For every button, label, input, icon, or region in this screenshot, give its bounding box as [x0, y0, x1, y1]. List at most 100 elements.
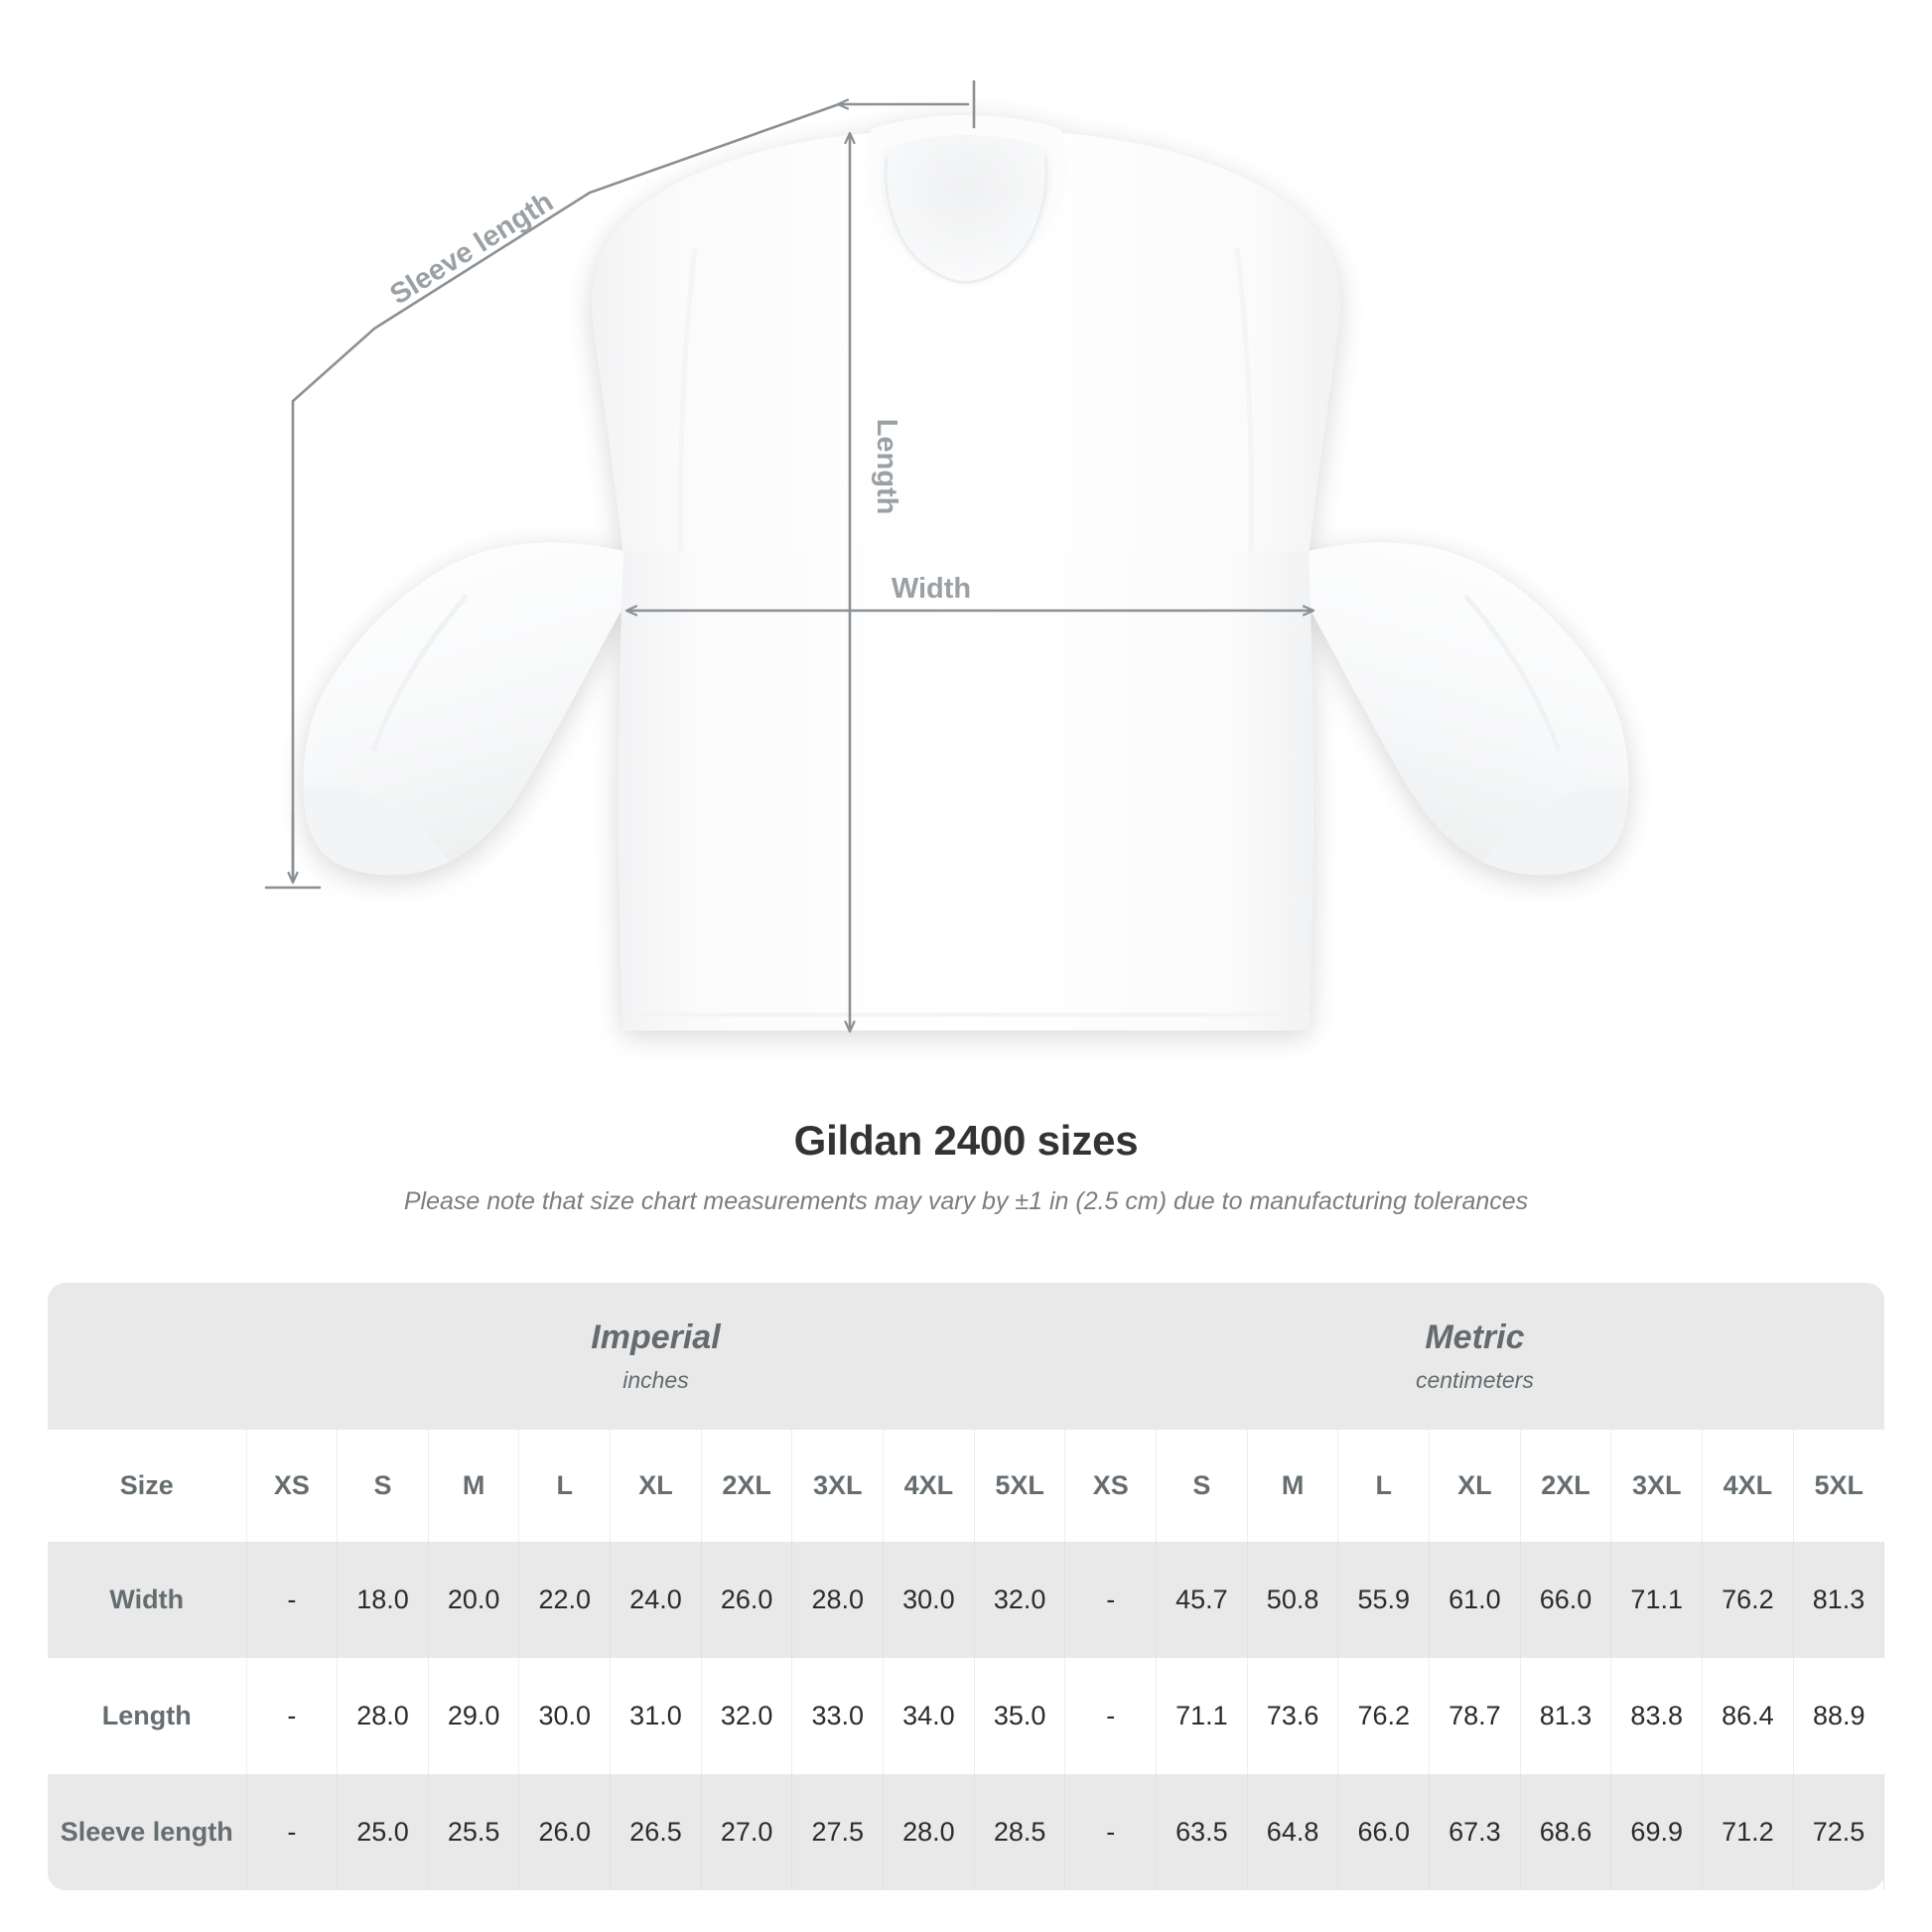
cell-width-metric-s: 45.7	[1156, 1542, 1248, 1658]
size-header-cell-xs-metric: XS	[1064, 1430, 1158, 1542]
fold-sleeve-left	[370, 594, 469, 752]
cell-sleeve-length-metric-3xl: 69.9	[1610, 1774, 1704, 1890]
unit-group-imperial: Imperial inches	[246, 1283, 1065, 1430]
cell-width-imperial-xs: -	[246, 1542, 339, 1658]
unit-group-name: Metric	[1425, 1317, 1525, 1356]
cell-width-imperial-2xl: 26.0	[701, 1542, 793, 1658]
cell-sleeve-length-metric-2xl: 68.6	[1520, 1774, 1612, 1890]
cell-width-metric-4xl: 76.2	[1702, 1542, 1794, 1658]
size-header-cell-m-imperial: M	[428, 1430, 520, 1542]
unit-group-metric: Metric centimeters	[1064, 1283, 1884, 1430]
cell-width-metric-2xl: 66.0	[1520, 1542, 1612, 1658]
unit-group-subtitle: inches	[622, 1367, 689, 1394]
cell-sleeve-length-imperial-xs: -	[246, 1774, 339, 1890]
size-header-cell-l-metric: L	[1337, 1430, 1431, 1542]
cell-length-metric-l: 76.2	[1337, 1658, 1431, 1774]
cell-width-imperial-5xl: 32.0	[974, 1542, 1066, 1658]
size-header-label: Size	[48, 1430, 247, 1542]
cell-width-imperial-m: 20.0	[428, 1542, 520, 1658]
cell-sleeve-length-imperial-xl: 26.5	[610, 1774, 702, 1890]
size-header-cell-2xl-imperial: 2XL	[701, 1430, 793, 1542]
cell-sleeve-length-metric-xs: -	[1064, 1774, 1158, 1890]
table-row: Length -28.0 29.0 30.0 31.0 32.0 33.0 34.0 35.0-…	[48, 1658, 1884, 1774]
cell-sleeve-length-metric-l: 66.0	[1337, 1774, 1431, 1890]
cell-length-metric-5xl: 88.9	[1793, 1658, 1884, 1774]
right-cuff	[1483, 786, 1628, 876]
cell-sleeve-length-imperial-3xl: 27.5	[791, 1774, 885, 1890]
size-chart-table-container: Imperial inches Metric centimeters Size XS S M L…	[48, 1283, 1885, 1890]
size-header-cell-2xl-metric: 2XL	[1520, 1430, 1612, 1542]
cell-sleeve-length-metric-s: 63.5	[1156, 1774, 1248, 1890]
size-header-cell-4xl-metric: 4XL	[1702, 1430, 1794, 1542]
cell-width-metric-xl: 61.0	[1429, 1542, 1521, 1658]
row-label-sleeve-length: Sleeve length	[48, 1774, 247, 1890]
cell-width-metric-3xl: 71.1	[1610, 1542, 1704, 1658]
size-header-cell-s-metric: S	[1156, 1430, 1248, 1542]
cell-sleeve-length-metric-5xl: 72.5	[1793, 1774, 1885, 1890]
table-row: Width -18.0 20.0 22.0 24.0 26.0 28.0 30.0 32.0-4…	[48, 1542, 1885, 1658]
length-label: Length	[871, 419, 902, 515]
size-header-cell-3xl-metric: 3XL	[1610, 1430, 1704, 1542]
cell-width-imperial-4xl: 30.0	[883, 1542, 975, 1658]
cell-sleeve-length-imperial-l: 26.0	[518, 1774, 612, 1890]
heading-block: Gildan 2400 sizes Please note that size …	[0, 1117, 1932, 1216]
cell-length-imperial-xl: 31.0	[610, 1658, 702, 1774]
fold-left	[678, 247, 698, 553]
cell-length-imperial-2xl: 32.0	[701, 1658, 793, 1774]
cell-sleeve-length-metric-4xl: 71.2	[1702, 1774, 1794, 1890]
sleeve-length-diagonal	[291, 102, 841, 881]
cell-width-imperial-l: 22.0	[518, 1542, 612, 1658]
cell-width-metric-m: 50.8	[1247, 1542, 1339, 1658]
cell-length-imperial-4xl: 34.0	[883, 1658, 975, 1774]
left-sleeve	[303, 542, 629, 876]
size-header-cell-xl-imperial: XL	[610, 1430, 702, 1542]
cell-length-metric-s: 71.1	[1156, 1658, 1248, 1774]
sleeve-length-label: Sleeve length	[384, 186, 559, 311]
cell-length-imperial-3xl: 33.0	[791, 1658, 885, 1774]
right-sleeve	[1303, 542, 1629, 876]
size-header-cell-xl-metric: XL	[1429, 1430, 1521, 1542]
cell-length-metric-4xl: 86.4	[1702, 1658, 1794, 1774]
cell-sleeve-length-imperial-m: 25.5	[428, 1774, 520, 1890]
left-cuff	[304, 786, 449, 876]
size-header-cell-s-imperial: S	[337, 1430, 429, 1542]
cell-length-metric-m: 73.6	[1247, 1658, 1339, 1774]
shirt-svg: Sleeve length Length Width	[264, 79, 1629, 1112]
size-header-cell-xs-imperial: XS	[246, 1430, 339, 1542]
size-header-cell-l-imperial: L	[518, 1430, 612, 1542]
size-header-cell-m-metric: M	[1247, 1430, 1339, 1542]
cell-width-metric-5xl: 81.3	[1793, 1542, 1885, 1658]
shirt-body	[619, 551, 1313, 1031]
cell-length-imperial-l: 30.0	[518, 1658, 612, 1774]
measurement-annotations	[264, 79, 1312, 1031]
cell-length-imperial-5xl: 35.0	[974, 1658, 1066, 1774]
unit-header-row: Imperial inches Metric centimeters	[48, 1283, 1884, 1430]
size-header-cell-5xl-imperial: 5XL	[974, 1430, 1066, 1542]
neck-opening	[879, 135, 1053, 288]
garment-shape	[303, 115, 1629, 1031]
cell-length-metric-xs: -	[1064, 1658, 1158, 1774]
unit-group-name: Imperial	[591, 1317, 721, 1356]
cell-length-imperial-xs: -	[246, 1658, 339, 1774]
size-header-cell-4xl-imperial: 4XL	[883, 1430, 975, 1542]
unit-row-spacer	[48, 1283, 246, 1430]
cell-length-imperial-s: 28.0	[337, 1658, 429, 1774]
cell-sleeve-length-metric-m: 64.8	[1247, 1774, 1339, 1890]
page-title: Gildan 2400 sizes	[793, 1117, 1139, 1164]
cell-sleeve-length-imperial-s: 25.0	[337, 1774, 429, 1890]
page-subtitle: Please note that size chart measurements…	[403, 1187, 1529, 1216]
table-row: Sleeve length -25.0 25.5 26.0 26.5 27.0 27.5 28…	[48, 1774, 1885, 1890]
cell-width-imperial-s: 18.0	[337, 1542, 429, 1658]
cell-width-imperial-3xl: 28.0	[791, 1542, 885, 1658]
cell-width-metric-xs: -	[1064, 1542, 1158, 1658]
cell-length-metric-3xl: 83.8	[1610, 1658, 1704, 1774]
row-label-width: Width	[48, 1542, 247, 1658]
cell-length-metric-xl: 78.7	[1429, 1658, 1521, 1774]
cell-sleeve-length-imperial-5xl: 28.5	[974, 1774, 1066, 1890]
size-chart-table: Imperial inches Metric centimeters Size XS S M L…	[48, 1283, 1885, 1890]
size-header-cell-5xl-metric: 5XL	[1793, 1430, 1884, 1542]
cell-sleeve-length-imperial-4xl: 28.0	[883, 1774, 975, 1890]
shoulder-yoke	[592, 133, 1340, 556]
cell-length-imperial-m: 29.0	[428, 1658, 520, 1774]
cell-length-metric-2xl: 81.3	[1520, 1658, 1612, 1774]
